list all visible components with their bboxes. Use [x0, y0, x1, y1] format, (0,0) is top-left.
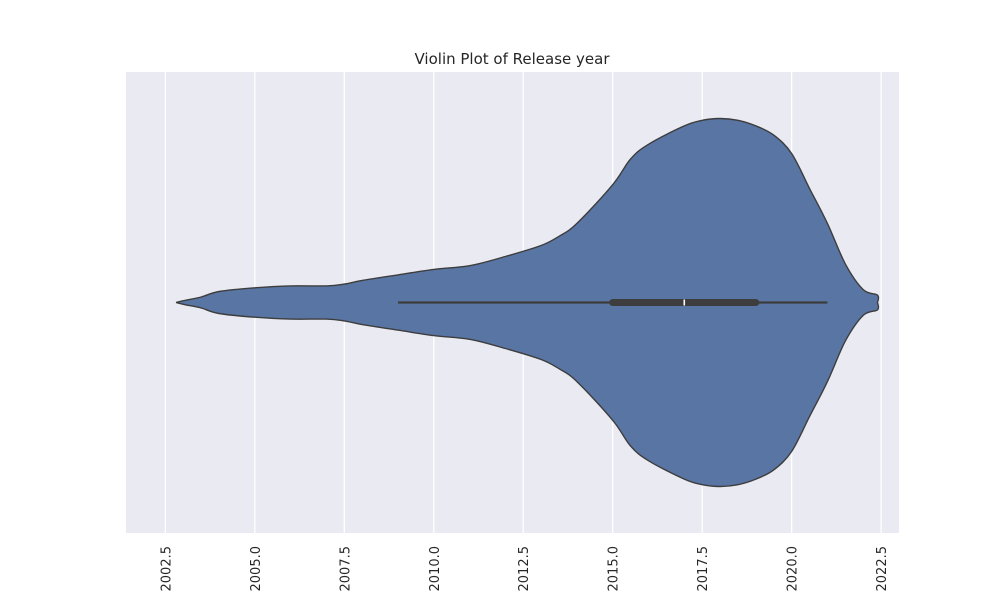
x-tick-label: 2022.5	[875, 546, 890, 592]
x-tick-label: 2002.5	[159, 546, 174, 592]
x-tick-label: 2017.5	[696, 546, 711, 592]
x-tick-label: 2005.0	[249, 546, 264, 592]
x-tick-labels: 2002.5 2005.0 2007.5 2010.0 2012.5 2015.0 2017…	[159, 546, 890, 592]
chart-title: Violin Plot of Release year	[415, 50, 611, 68]
x-tick-label: 2010.0	[428, 546, 443, 592]
x-tick-label: 2007.5	[338, 546, 353, 592]
x-tick-label: 2020.0	[786, 546, 801, 592]
x-tick-label: 2015.0	[607, 546, 622, 592]
x-tick-label: 2012.5	[517, 546, 532, 592]
